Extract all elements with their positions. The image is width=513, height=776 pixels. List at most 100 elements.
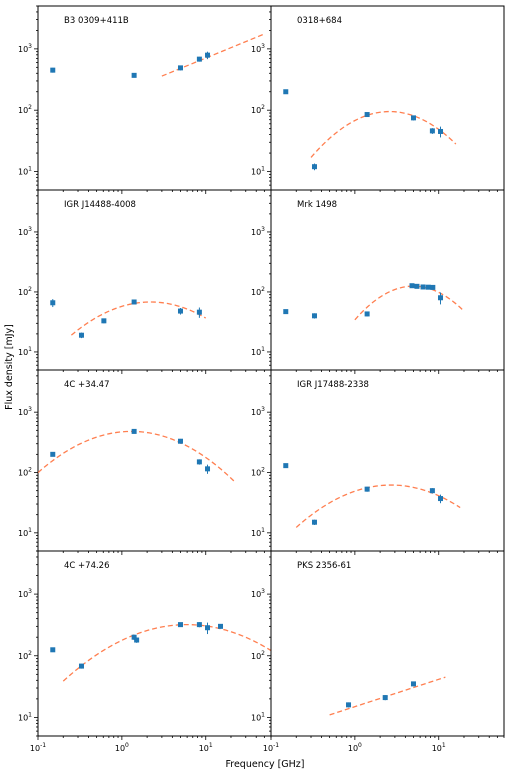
- data-point: [196, 56, 202, 62]
- y-tick-exponent: 1: [261, 527, 265, 534]
- panel-3: 101 102 103 IGR J14488-4008: [18, 189, 272, 374]
- x-tick-exponent: 1: [209, 742, 213, 749]
- panel-1: 101 102 103 B3 0309+411B: [18, 5, 272, 194]
- panel-frame: [270, 369, 505, 552]
- panel-title: 4C +34.47: [64, 380, 110, 390]
- fit-curve: [354, 285, 465, 321]
- y-tick-label: 103: [251, 588, 265, 599]
- data-point: [311, 519, 317, 525]
- x-tick-label: 100: [348, 742, 362, 753]
- panel-frame: [270, 189, 505, 371]
- data-point: [131, 428, 137, 434]
- y-tick-label: 102: [18, 104, 32, 115]
- y-axis-label: Flux density [mJy]: [4, 324, 15, 410]
- y-tick-label: 102: [251, 650, 265, 661]
- data-point: [283, 463, 289, 469]
- data-point: [205, 466, 211, 472]
- data-point: [364, 311, 370, 317]
- data-point: [131, 634, 137, 640]
- data-point: [382, 695, 388, 701]
- data-point: [311, 313, 317, 319]
- fit-curve: [161, 33, 265, 77]
- y-tick-label: 103: [251, 226, 265, 237]
- data-point: [438, 128, 444, 134]
- x-tick-label: 101: [199, 742, 213, 753]
- data-point: [414, 283, 420, 289]
- fit-curve: [310, 110, 457, 158]
- x-tick-exponent: -1: [40, 742, 46, 749]
- data-point: [430, 284, 436, 290]
- data-point: [429, 488, 435, 494]
- y-tick-exponent: 2: [261, 104, 265, 111]
- y-tick-exponent: 3: [261, 588, 265, 595]
- panel-title: PKS 2356-61: [297, 561, 351, 571]
- data-point: [78, 332, 84, 338]
- y-tick-exponent: 1: [28, 527, 32, 534]
- y-tick-exponent: 1: [261, 166, 265, 173]
- y-tick-exponent: 3: [28, 226, 32, 233]
- panel-frame: [37, 189, 272, 371]
- y-tick-label: 102: [18, 286, 32, 297]
- y-tick-label: 101: [18, 711, 32, 722]
- panel-frame: [37, 550, 272, 737]
- data-point: [134, 637, 140, 643]
- panel-frame: [270, 5, 505, 191]
- y-tick-exponent: 2: [261, 286, 265, 293]
- x-tick-exponent: 0: [358, 742, 362, 749]
- y-tick-exponent: 1: [261, 711, 265, 718]
- y-tick-exponent: 1: [261, 346, 265, 353]
- data-point: [283, 309, 289, 315]
- data-point: [101, 318, 107, 324]
- y-tick-label: 103: [251, 43, 265, 54]
- y-tick-label: 103: [18, 406, 32, 417]
- panel-title: Mrk 1498: [297, 200, 337, 210]
- data-point: [78, 663, 84, 669]
- y-tick-exponent: 3: [28, 588, 32, 595]
- x-tick-label: 101: [432, 742, 446, 753]
- data-point: [364, 486, 370, 492]
- data-point: [425, 284, 431, 290]
- plot-area: [329, 676, 446, 716]
- x-tick-exponent: 0: [125, 742, 129, 749]
- y-tick-label: 101: [251, 527, 265, 538]
- plot-area: [283, 463, 461, 528]
- panel-title: IGR J17488-2338: [297, 380, 369, 390]
- y-tick-label: 101: [251, 711, 265, 722]
- y-tick-label: 103: [18, 588, 32, 599]
- y-tick-exponent: 2: [28, 650, 32, 657]
- panel-title: 4C +74.26: [64, 561, 110, 571]
- data-point: [177, 65, 183, 71]
- y-tick-exponent: 2: [28, 104, 32, 111]
- y-tick-label: 101: [251, 346, 265, 357]
- data-point: [346, 702, 352, 708]
- data-point: [196, 459, 202, 465]
- y-tick-label: 103: [251, 406, 265, 417]
- y-tick-label: 102: [18, 467, 32, 478]
- y-tick-label: 102: [251, 467, 265, 478]
- data-point: [205, 625, 211, 631]
- data-point: [283, 89, 289, 95]
- panel-title: 0318+684: [297, 16, 342, 26]
- fit-curve: [38, 430, 235, 482]
- data-point: [50, 647, 56, 653]
- y-tick-exponent: 3: [261, 226, 265, 233]
- y-tick-label: 102: [18, 650, 32, 661]
- data-point: [205, 52, 211, 58]
- data-point: [50, 300, 56, 306]
- fit-curve: [70, 301, 207, 336]
- data-point: [50, 67, 56, 73]
- panel-6: 101 102 103 IGR J17488-2338: [251, 369, 505, 555]
- y-tick-exponent: 2: [261, 650, 265, 657]
- data-point: [438, 295, 444, 301]
- y-tick-label: 101: [18, 527, 32, 538]
- plot-area: [283, 283, 465, 321]
- y-tick-exponent: 3: [28, 406, 32, 413]
- data-point: [364, 112, 370, 118]
- y-tick-exponent: 3: [261, 406, 265, 413]
- plot-area: [38, 428, 235, 482]
- panel-4: 101 102 103 Mrk 1498: [251, 189, 505, 374]
- y-tick-exponent: 2: [261, 467, 265, 474]
